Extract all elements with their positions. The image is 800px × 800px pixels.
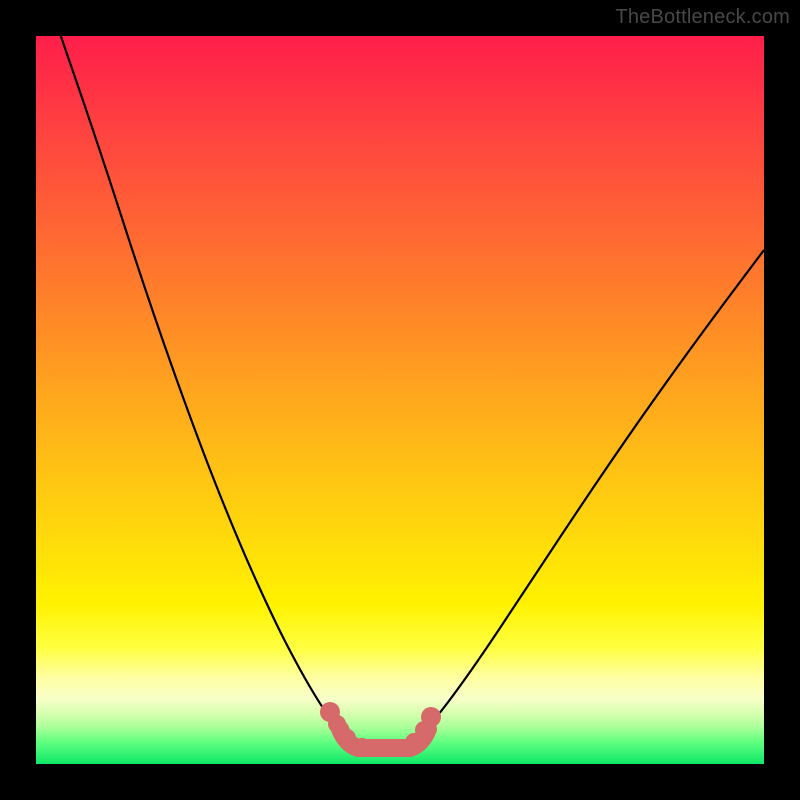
chart-svg [0, 0, 800, 800]
valley-marker-dot [421, 707, 441, 727]
chart-canvas: TheBottleneck.com [0, 0, 800, 800]
watermark-text: TheBottleneck.com [615, 6, 790, 29]
valley-marker-dot [354, 738, 370, 754]
valley-marker-dot [338, 729, 356, 747]
